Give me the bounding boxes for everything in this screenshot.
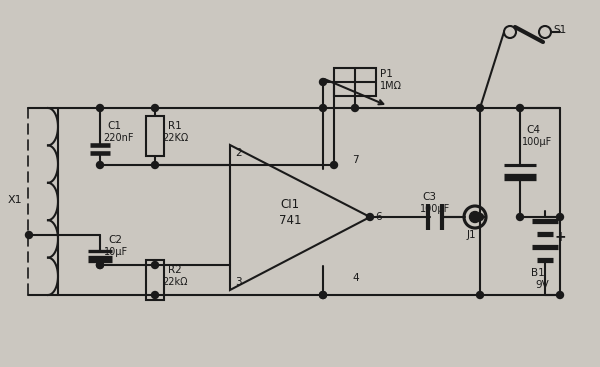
- Text: +: +: [555, 230, 566, 244]
- Text: 6: 6: [375, 212, 382, 222]
- Circle shape: [97, 161, 104, 168]
- Text: 4: 4: [352, 273, 359, 283]
- Text: 22KΩ: 22KΩ: [162, 133, 188, 143]
- Circle shape: [557, 291, 563, 298]
- Circle shape: [352, 105, 359, 112]
- Circle shape: [517, 214, 523, 221]
- Circle shape: [331, 161, 337, 168]
- Text: C1: C1: [107, 121, 121, 131]
- Circle shape: [97, 262, 104, 269]
- Circle shape: [151, 262, 158, 269]
- Circle shape: [320, 291, 326, 298]
- Text: 7: 7: [352, 155, 359, 165]
- Text: 100μF: 100μF: [522, 137, 552, 147]
- Circle shape: [151, 161, 158, 168]
- Circle shape: [151, 105, 158, 112]
- Circle shape: [476, 214, 484, 221]
- Text: B1: B1: [531, 268, 545, 278]
- Text: 1MΩ: 1MΩ: [380, 81, 402, 91]
- Text: J1: J1: [467, 230, 476, 240]
- Text: P1: P1: [380, 69, 393, 79]
- Circle shape: [476, 291, 484, 298]
- Circle shape: [97, 105, 104, 112]
- Circle shape: [476, 105, 484, 112]
- Text: R2: R2: [168, 265, 182, 275]
- Circle shape: [151, 291, 158, 298]
- Circle shape: [517, 105, 523, 112]
- Text: X1: X1: [8, 195, 23, 205]
- Text: 3: 3: [235, 277, 242, 287]
- Circle shape: [97, 262, 104, 269]
- Text: 9V: 9V: [535, 280, 549, 290]
- Circle shape: [367, 214, 373, 221]
- Text: CI1: CI1: [280, 199, 299, 211]
- Text: R1: R1: [168, 121, 182, 131]
- Bar: [146, 116, 164, 156]
- Text: 100μF: 100μF: [420, 204, 450, 214]
- Circle shape: [320, 79, 326, 86]
- Circle shape: [470, 211, 481, 222]
- Circle shape: [557, 214, 563, 221]
- Text: 741: 741: [279, 214, 301, 228]
- Circle shape: [320, 105, 326, 112]
- Text: C3: C3: [422, 192, 436, 202]
- Text: 2: 2: [235, 148, 242, 158]
- Bar: [146, 260, 164, 300]
- Circle shape: [25, 232, 32, 239]
- Text: C4: C4: [526, 125, 540, 135]
- Text: S1: S1: [553, 25, 566, 35]
- Bar: [334, 68, 376, 96]
- Text: 10μF: 10μF: [104, 247, 128, 257]
- Circle shape: [320, 291, 326, 298]
- Text: 220nF: 220nF: [103, 133, 133, 143]
- Text: C2: C2: [108, 235, 122, 245]
- Text: 22kΩ: 22kΩ: [162, 277, 187, 287]
